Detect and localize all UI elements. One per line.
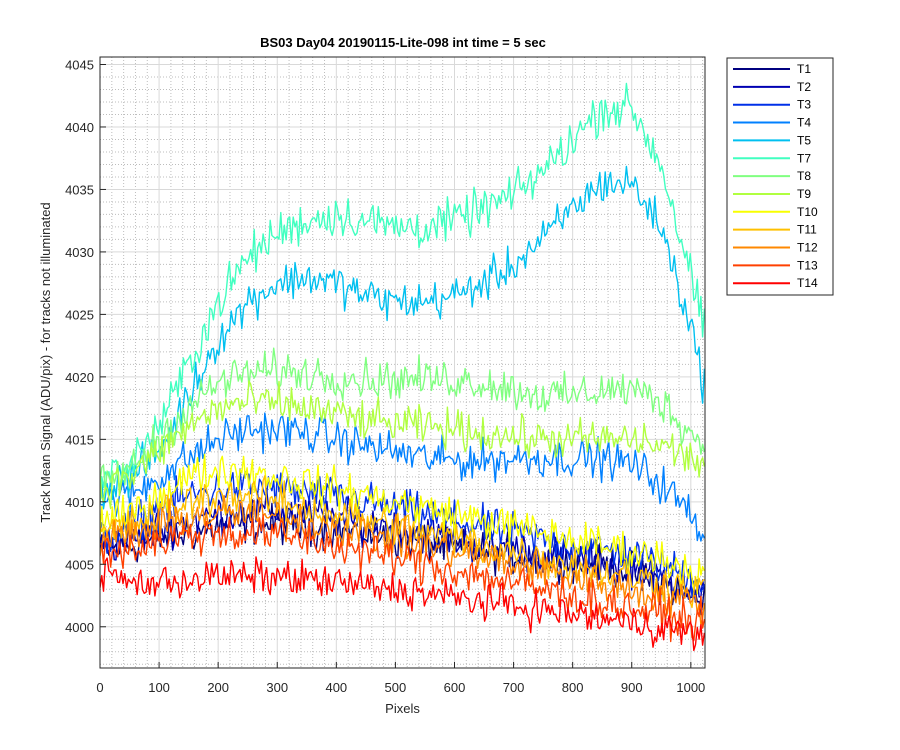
y-tick-label: 4015 <box>65 432 94 447</box>
x-tick-label: 100 <box>148 680 170 695</box>
x-tick-label: 900 <box>621 680 643 695</box>
series-line-t7 <box>100 82 705 506</box>
series-line-t9 <box>100 380 705 510</box>
x-tick-label: 500 <box>385 680 407 695</box>
legend-label-t14[interactable]: T14 <box>797 276 818 290</box>
x-axis-label: Pixels <box>385 701 420 716</box>
series-line-t12 <box>100 494 705 626</box>
plot-frame <box>99 56 706 669</box>
series-line-t4 <box>100 412 705 542</box>
x-tick-label: 600 <box>444 680 466 695</box>
legend-label-t3[interactable]: T3 <box>797 98 811 112</box>
y-tick-label: 4025 <box>65 307 94 322</box>
legend-label-t1[interactable]: T1 <box>797 62 811 76</box>
legend-label-t9[interactable]: T9 <box>797 187 811 201</box>
plot-area <box>100 57 705 668</box>
y-tick-label: 4030 <box>65 245 94 260</box>
legend-label-t4[interactable]: T4 <box>797 116 811 130</box>
legend-label-t8[interactable]: T8 <box>797 169 811 183</box>
legend[interactable]: T1 T2 T3 T4 T5 T7 T8 T9 T10 T11 T12 T13 T14 <box>726 57 834 296</box>
y-tick-label: 4000 <box>65 620 94 635</box>
series-line-t8 <box>100 347 705 493</box>
x-tick-label: 0 <box>96 680 103 695</box>
chart-title: BS03 Day04 20190115-Lite-098 int time = … <box>260 35 546 50</box>
y-tick-label: 4045 <box>65 57 94 72</box>
series-line-t13 <box>100 514 705 643</box>
y-axis-label: Track Mean Signal (ADU/pix) - for tracks… <box>38 202 53 522</box>
y-tick-label: 4005 <box>65 557 94 572</box>
x-tick-label: 300 <box>266 680 288 695</box>
legend-label-t13[interactable]: T13 <box>797 258 818 272</box>
x-tick-label: 200 <box>207 680 229 695</box>
y-tick-label: 4010 <box>65 495 94 510</box>
legend-label-t5[interactable]: T5 <box>797 133 811 147</box>
x-tick-label: 800 <box>562 680 584 695</box>
series-line-t14 <box>100 556 705 652</box>
legend-label-t10[interactable]: T10 <box>797 205 818 219</box>
series-line-t11 <box>100 475 705 609</box>
legend-label-t11[interactable]: T11 <box>797 223 817 237</box>
legend-label-t2[interactable]: T2 <box>797 80 811 94</box>
axis-ticks: 0 100 200 300 400 500 600 700 800 900 1000 4000 4005… <box>65 57 705 695</box>
legend-label-t12[interactable]: T12 <box>797 241 818 255</box>
x-tick-label: 400 <box>325 680 347 695</box>
x-tick-label: 1000 <box>676 680 705 695</box>
y-tick-label: 4020 <box>65 370 94 385</box>
y-tick-label: 4035 <box>65 182 94 197</box>
y-tick-label: 4040 <box>65 120 94 135</box>
x-tick-label: 700 <box>503 680 525 695</box>
legend-label-t7[interactable]: T7 <box>797 151 811 165</box>
series-lines <box>100 82 705 652</box>
